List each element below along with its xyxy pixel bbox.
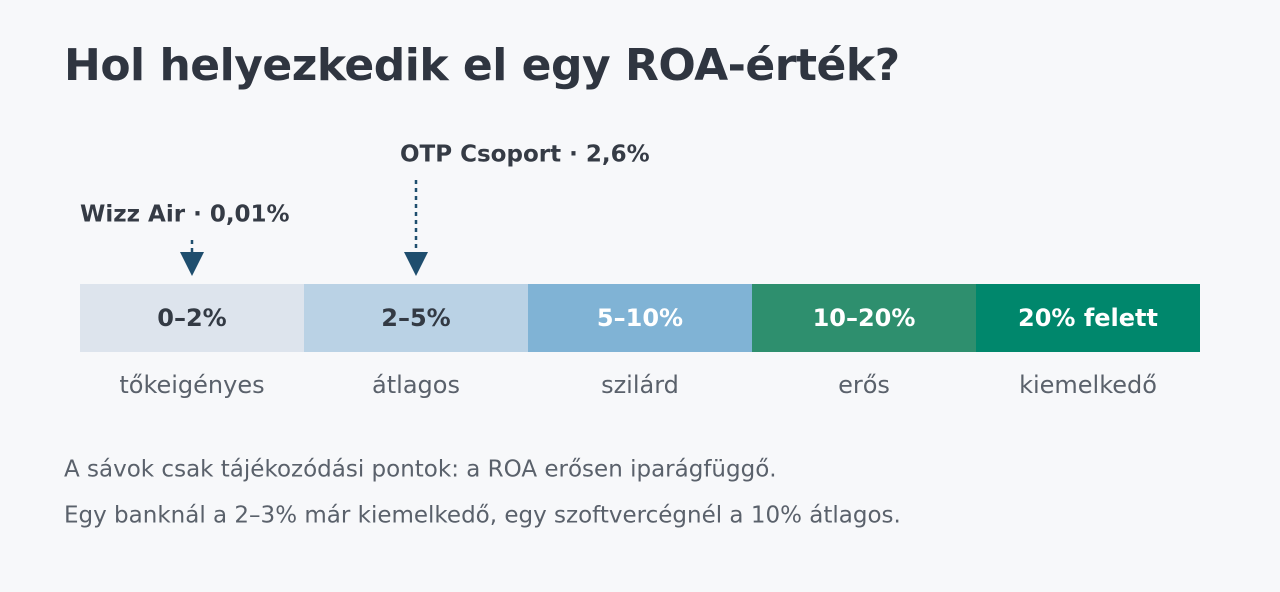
footer-line: A sávok csak tájékozódási pontok: a ROA … xyxy=(64,457,777,483)
band-description: kiemelkedő xyxy=(1019,371,1157,399)
band-range: 0–2% xyxy=(157,304,226,332)
marker-label: Wizz Air · 0,01% xyxy=(80,202,290,228)
marker-label: OTP Csoport · 2,6% xyxy=(400,142,650,168)
band-description: tőkeigényes xyxy=(119,371,264,399)
title: Hol helyezkedik el egy ROA-érték? xyxy=(64,40,900,91)
band xyxy=(528,284,752,352)
band xyxy=(304,284,528,352)
band xyxy=(976,284,1200,352)
band-description: átlagos xyxy=(372,371,460,399)
band-range: 2–5% xyxy=(381,304,450,332)
band-range: 5–10% xyxy=(597,304,683,332)
band xyxy=(752,284,976,352)
band-range: 10–20% xyxy=(813,304,916,332)
footer-line: Egy banknál a 2–3% már kiemelkedő, egy s… xyxy=(64,503,901,529)
marker-arrow xyxy=(404,252,428,276)
band xyxy=(80,284,304,352)
band-range: 20% felett xyxy=(1018,304,1158,332)
marker-arrow xyxy=(180,252,204,276)
band-description: erős xyxy=(838,371,890,399)
band-description: szilárd xyxy=(601,371,679,399)
bands: 0–2% tőkeigényes 2–5% átlagos 5–10% szilárd 10… xyxy=(80,284,1200,399)
